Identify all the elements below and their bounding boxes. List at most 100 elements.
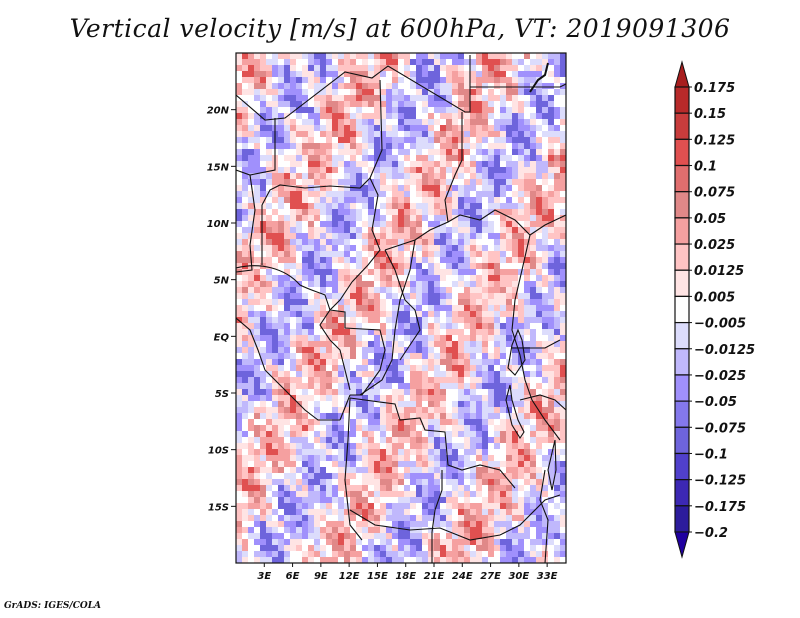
field-cell bbox=[536, 437, 542, 443]
field-cell bbox=[380, 443, 386, 449]
field-cell bbox=[422, 149, 428, 155]
field-cell bbox=[542, 431, 548, 437]
field-cell bbox=[416, 167, 422, 173]
field-cell bbox=[392, 239, 398, 245]
field-cell bbox=[458, 83, 464, 89]
field-cell bbox=[260, 359, 266, 365]
field-cell bbox=[362, 365, 368, 371]
field-cell bbox=[482, 161, 488, 167]
field-cell bbox=[524, 89, 530, 95]
field-cell bbox=[254, 371, 260, 377]
field-cell bbox=[392, 155, 398, 161]
field-cell bbox=[344, 53, 350, 59]
field-cell bbox=[320, 413, 326, 419]
field-cell bbox=[500, 377, 506, 383]
field-cell bbox=[488, 455, 494, 461]
field-cell bbox=[296, 539, 302, 545]
field-cell bbox=[434, 203, 440, 209]
field-cell bbox=[440, 455, 446, 461]
field-cell bbox=[386, 119, 392, 125]
field-cell bbox=[398, 359, 404, 365]
field-cell bbox=[410, 395, 416, 401]
field-cell bbox=[242, 353, 248, 359]
field-cell bbox=[524, 143, 530, 149]
field-cell bbox=[278, 209, 284, 215]
field-cell bbox=[314, 263, 320, 269]
field-cell bbox=[248, 539, 254, 545]
field-cell bbox=[308, 197, 314, 203]
field-cell bbox=[524, 305, 530, 311]
field-cell bbox=[500, 185, 506, 191]
field-cell bbox=[386, 455, 392, 461]
field-cell bbox=[236, 149, 242, 155]
field-cell bbox=[332, 371, 338, 377]
field-cell bbox=[374, 461, 380, 467]
field-cell bbox=[488, 239, 494, 245]
field-cell bbox=[368, 377, 374, 383]
field-cell bbox=[530, 281, 536, 287]
field-cell bbox=[380, 383, 386, 389]
field-cell bbox=[434, 107, 440, 113]
field-cell bbox=[284, 245, 290, 251]
field-cell bbox=[434, 383, 440, 389]
field-cell bbox=[530, 533, 536, 539]
vertical-velocity-field bbox=[236, 53, 566, 563]
field-cell bbox=[452, 443, 458, 449]
field-cell bbox=[320, 341, 326, 347]
field-cell bbox=[560, 221, 566, 227]
field-cell bbox=[464, 437, 470, 443]
field-cell bbox=[464, 533, 470, 539]
field-cell bbox=[416, 293, 422, 299]
field-cell bbox=[266, 287, 272, 293]
field-cell bbox=[452, 353, 458, 359]
field-cell bbox=[500, 221, 506, 227]
field-cell bbox=[536, 113, 542, 119]
field-cell bbox=[452, 431, 458, 437]
field-cell bbox=[440, 521, 446, 527]
field-cell bbox=[290, 545, 296, 551]
field-cell bbox=[248, 269, 254, 275]
field-cell bbox=[518, 461, 524, 467]
field-cell bbox=[434, 299, 440, 305]
field-cell bbox=[476, 173, 482, 179]
field-cell bbox=[494, 353, 500, 359]
field-cell bbox=[434, 149, 440, 155]
field-cell bbox=[284, 461, 290, 467]
field-cell bbox=[542, 353, 548, 359]
field-cell bbox=[494, 467, 500, 473]
field-cell bbox=[254, 491, 260, 497]
field-cell bbox=[398, 101, 404, 107]
field-cell bbox=[332, 269, 338, 275]
field-cell bbox=[428, 173, 434, 179]
field-cell bbox=[266, 557, 272, 563]
field-cell bbox=[266, 155, 272, 161]
field-cell bbox=[476, 113, 482, 119]
field-cell bbox=[254, 413, 260, 419]
field-cell bbox=[530, 161, 536, 167]
field-cell bbox=[452, 275, 458, 281]
field-cell bbox=[338, 173, 344, 179]
field-cell bbox=[380, 419, 386, 425]
field-cell bbox=[542, 425, 548, 431]
field-cell bbox=[284, 431, 290, 437]
field-cell bbox=[374, 395, 380, 401]
field-cell bbox=[266, 299, 272, 305]
field-cell bbox=[302, 377, 308, 383]
field-cell bbox=[284, 299, 290, 305]
field-cell bbox=[512, 401, 518, 407]
field-cell bbox=[236, 173, 242, 179]
field-cell bbox=[254, 389, 260, 395]
field-cell bbox=[368, 107, 374, 113]
field-cell bbox=[254, 539, 260, 545]
field-cell bbox=[272, 101, 278, 107]
field-cell bbox=[554, 461, 560, 467]
field-cell bbox=[314, 275, 320, 281]
field-cell bbox=[248, 401, 254, 407]
field-cell bbox=[482, 125, 488, 131]
field-cell bbox=[254, 233, 260, 239]
field-cell bbox=[458, 131, 464, 137]
field-cell bbox=[440, 383, 446, 389]
field-cell bbox=[488, 329, 494, 335]
field-cell bbox=[524, 365, 530, 371]
field-cell bbox=[434, 545, 440, 551]
